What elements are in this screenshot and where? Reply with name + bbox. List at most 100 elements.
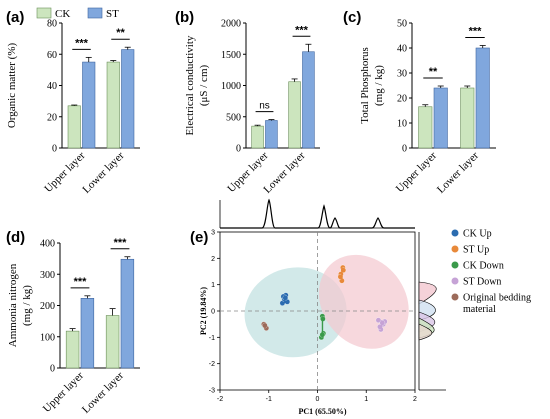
bar-ck: [67, 105, 81, 149]
significance-label: ***: [469, 26, 483, 38]
y-tick-label: 500: [226, 112, 241, 123]
legend-label: CK Down: [463, 261, 504, 272]
legend-label: CK Up: [463, 229, 492, 240]
y-tick-label: 40: [47, 81, 57, 92]
data-point: [379, 320, 386, 326]
y-tick-label: 0: [50, 364, 55, 375]
y-tick-label: 0: [402, 144, 407, 155]
y-tick-label: 20: [397, 94, 407, 105]
y-tick-label: -1: [209, 335, 215, 342]
top-density-curve: [220, 198, 415, 229]
category-label: Lower layer: [80, 149, 127, 196]
y-axis-title: Ammonia nitrogen: [7, 263, 19, 347]
bar-ck: [460, 87, 475, 149]
y-tick-label: 3: [211, 230, 215, 237]
y-tick-label: 1000: [221, 81, 241, 92]
legend-marker: [451, 293, 459, 301]
y-tick-label: 10: [397, 119, 407, 130]
bar-st: [80, 298, 95, 369]
legend-swatch-ck: [36, 7, 52, 19]
y-tick-label: -3: [209, 388, 215, 395]
y-tick-label: 2: [211, 256, 215, 263]
right-density-curve: [418, 323, 433, 341]
panel-label: (d): [6, 229, 25, 246]
bar-st: [302, 51, 315, 149]
y-tick-label: 80: [47, 19, 57, 30]
y-tick-label: -2: [209, 361, 215, 368]
significance-label: ***: [74, 276, 88, 288]
legend-marker: [451, 277, 459, 285]
bar-st: [475, 47, 490, 149]
x-tick-label: 0: [316, 396, 320, 403]
legend-label-st: ST: [106, 8, 119, 20]
y-axis-title-unit: (mg / kg): [373, 65, 385, 106]
bar-ck: [106, 61, 120, 149]
significance-label: ns: [259, 101, 270, 112]
bar-st: [120, 258, 135, 369]
y-tick-label: 40: [397, 44, 407, 55]
y-axis-title: Organic matter (%): [6, 43, 18, 129]
significance-label: **: [429, 66, 438, 78]
panel-label: (c): [343, 9, 361, 26]
legend-marker: [451, 245, 459, 253]
panel-b: (b) 0 500 1000 1500 2000 Electrical conductivi…: [175, 9, 320, 196]
y-tick-label: 200: [40, 301, 55, 312]
legend-marker: [451, 229, 459, 237]
bar-st: [121, 49, 135, 149]
legend-label-ck: CK: [55, 8, 70, 20]
y-tick-label: 2000: [221, 19, 241, 30]
legend-marker: [451, 261, 459, 269]
bar-ck: [105, 315, 120, 369]
y-tick-label: 300: [40, 270, 55, 281]
x-tick-label: 2: [413, 396, 417, 403]
bar-ck: [418, 106, 433, 149]
y-tick-label: 0: [211, 309, 215, 316]
significance-label: ***: [114, 237, 128, 249]
bar-ck: [65, 330, 80, 369]
legend-swatch-st: [87, 7, 103, 19]
bar-st: [433, 87, 448, 149]
bar-st: [265, 120, 278, 149]
y-axis-title: Total Phosphorus: [359, 47, 371, 124]
x-tick-label: -2: [217, 396, 223, 403]
legend-label-cont: material: [463, 304, 496, 315]
y-tick-label: 0: [236, 144, 241, 155]
y-axis-title-unit: (μS / cm): [198, 64, 210, 106]
y-tick-label: 400: [40, 239, 55, 250]
x-tick-label: 1: [364, 396, 368, 403]
y-tick-label: 1500: [221, 50, 241, 61]
panel-d: (d) 0 100 200 300 400 Ammonia nitrogen (mg / kg…: [6, 229, 140, 416]
y-tick-label: 100: [40, 332, 55, 343]
category-label: Lower layer: [435, 149, 482, 196]
y-axis-title: PC2 (19.84%): [199, 287, 208, 335]
legend-label: Original bedding: [463, 293, 531, 304]
x-tick-label: -1: [266, 396, 272, 403]
significance-label: ***: [295, 24, 309, 36]
category-label: Upper layer: [394, 149, 440, 195]
significance-label: **: [116, 27, 125, 39]
y-tick-label: 30: [397, 69, 407, 80]
y-tick-label: 20: [47, 112, 57, 123]
y-axis-title-unit: (mg / kg): [21, 285, 33, 326]
x-axis-title: PC1 (65.50%): [299, 407, 347, 416]
panel-label: (b): [175, 9, 194, 26]
panel-label: (a): [6, 9, 24, 26]
bar-st: [82, 61, 96, 149]
legend-label: ST Down: [463, 277, 501, 288]
y-tick-label: 0: [52, 144, 57, 155]
bar-ck: [251, 125, 264, 149]
bar-ck: [288, 81, 301, 149]
y-axis-title: Electrical conductivity: [184, 35, 196, 135]
y-tick-label: 1: [211, 282, 215, 289]
significance-label: ***: [75, 37, 89, 49]
panel-label: (e): [190, 229, 208, 246]
y-tick-label: 50: [397, 19, 407, 30]
legend-label: ST Up: [463, 245, 489, 256]
y-tick-label: 60: [47, 50, 57, 61]
pca-legend: CK Up ST Up CK Down ST Down Original bedding…: [451, 229, 531, 315]
category-label: Lower layer: [80, 369, 127, 416]
panel-c: (c) 0 10 20 30 40 50 Total Phosphorus (mg / kg) *…: [343, 9, 496, 196]
